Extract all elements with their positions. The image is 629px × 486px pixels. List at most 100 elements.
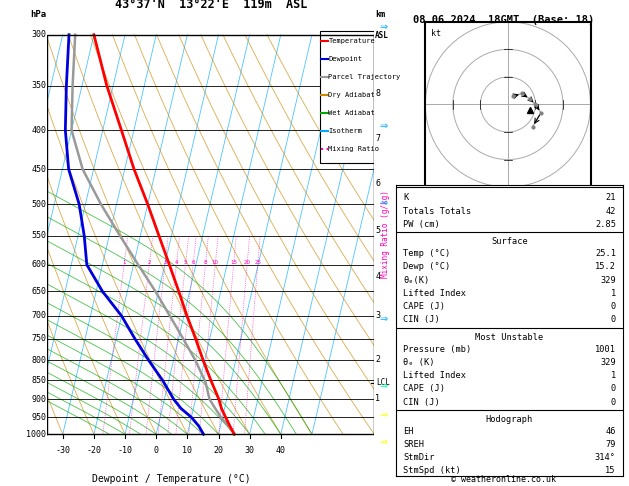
Text: LCL: LCL: [376, 378, 390, 387]
Text: 329: 329: [600, 276, 616, 285]
Text: Dry Adiabat: Dry Adiabat: [328, 92, 376, 98]
Text: 8: 8: [204, 260, 207, 265]
Text: 500: 500: [31, 200, 47, 209]
Text: ⇒: ⇒: [380, 437, 387, 447]
Text: -10: -10: [118, 446, 133, 455]
Text: ⇒: ⇒: [380, 22, 387, 32]
Text: Temp (°C): Temp (°C): [403, 249, 450, 258]
Text: 1: 1: [611, 289, 616, 298]
Text: Temperature: Temperature: [328, 38, 376, 44]
Text: 0: 0: [153, 446, 159, 455]
Text: Lifted Index: Lifted Index: [403, 289, 466, 298]
Text: 4: 4: [375, 272, 380, 280]
Text: 0: 0: [611, 384, 616, 393]
Text: CIN (J): CIN (J): [403, 315, 440, 324]
Text: 300: 300: [31, 30, 47, 39]
Text: -20: -20: [86, 446, 101, 455]
Text: StmDir: StmDir: [403, 453, 435, 462]
Text: 5: 5: [184, 260, 187, 265]
Text: 10: 10: [182, 446, 192, 455]
Text: Most Unstable: Most Unstable: [476, 332, 543, 342]
Text: © weatheronline.co.uk: © weatheronline.co.uk: [451, 474, 555, 484]
Text: 1: 1: [611, 371, 616, 380]
Text: Hodograph: Hodograph: [486, 415, 533, 424]
Text: 850: 850: [31, 376, 47, 385]
Text: Dewpoint: Dewpoint: [328, 56, 362, 62]
Text: θₑ(K): θₑ(K): [403, 276, 430, 285]
Text: 3: 3: [163, 260, 167, 265]
Text: 1001: 1001: [595, 345, 616, 353]
Text: 21: 21: [606, 193, 616, 203]
Text: 20: 20: [243, 260, 250, 265]
Text: Mixing Ratio: Mixing Ratio: [328, 146, 379, 152]
Text: 0: 0: [611, 302, 616, 311]
Text: CIN (J): CIN (J): [403, 398, 440, 407]
Text: K: K: [403, 193, 408, 203]
Text: 0: 0: [611, 398, 616, 407]
Text: 600: 600: [31, 260, 47, 269]
Text: 950: 950: [31, 413, 47, 422]
Text: Mixing Ratio (g/kg): Mixing Ratio (g/kg): [381, 191, 389, 278]
Text: 314°: 314°: [595, 453, 616, 462]
Text: 550: 550: [31, 231, 47, 241]
Text: 900: 900: [31, 395, 47, 404]
Text: ⇒: ⇒: [380, 314, 387, 324]
Text: ⇒: ⇒: [380, 381, 387, 391]
Text: Dewpoint / Temperature (°C): Dewpoint / Temperature (°C): [92, 474, 251, 484]
Text: 1: 1: [122, 260, 126, 265]
Text: Lifted Index: Lifted Index: [403, 371, 466, 380]
Text: 2.85: 2.85: [595, 220, 616, 229]
Text: 650: 650: [31, 287, 47, 296]
Text: 43°37'N  13°22'E  119m  ASL: 43°37'N 13°22'E 119m ASL: [114, 0, 307, 11]
Text: -30: -30: [55, 446, 70, 455]
Text: 79: 79: [606, 440, 616, 449]
Text: 0: 0: [611, 315, 616, 324]
Text: 25.1: 25.1: [595, 249, 616, 258]
Text: EH: EH: [403, 427, 413, 436]
Text: SREH: SREH: [403, 440, 424, 449]
Text: PW (cm): PW (cm): [403, 220, 440, 229]
Text: 46: 46: [606, 427, 616, 436]
Text: 1: 1: [375, 394, 380, 403]
Text: 700: 700: [31, 312, 47, 320]
Text: ASL: ASL: [375, 31, 389, 40]
Text: 20: 20: [213, 446, 223, 455]
Text: 750: 750: [31, 334, 47, 343]
Text: 08.06.2024  18GMT  (Base: 18): 08.06.2024 18GMT (Base: 18): [413, 15, 594, 25]
Text: ⇒: ⇒: [380, 410, 387, 420]
Text: kt: kt: [431, 29, 441, 37]
Text: 2: 2: [375, 355, 380, 364]
Text: CAPE (J): CAPE (J): [403, 384, 445, 393]
Text: 4: 4: [175, 260, 178, 265]
Text: 400: 400: [31, 126, 47, 135]
Text: 800: 800: [31, 356, 47, 364]
Text: 8: 8: [375, 89, 380, 98]
Text: θₑ (K): θₑ (K): [403, 358, 435, 367]
Text: Totals Totals: Totals Totals: [403, 207, 471, 216]
Text: 40: 40: [276, 446, 286, 455]
Text: 42: 42: [606, 207, 616, 216]
Text: 5: 5: [375, 226, 380, 235]
Text: hPa: hPa: [30, 10, 47, 19]
Text: km: km: [375, 10, 385, 19]
Text: 6: 6: [375, 179, 380, 188]
Text: 10: 10: [212, 260, 219, 265]
Text: CAPE (J): CAPE (J): [403, 302, 445, 311]
FancyBboxPatch shape: [320, 31, 374, 163]
Text: 25: 25: [254, 260, 261, 265]
Text: StmSpd (kt): StmSpd (kt): [403, 467, 461, 475]
Text: 450: 450: [31, 165, 47, 174]
Text: 329: 329: [600, 358, 616, 367]
Text: Pressure (mb): Pressure (mb): [403, 345, 471, 353]
Text: Parcel Trajectory: Parcel Trajectory: [328, 74, 401, 80]
Text: 15: 15: [230, 260, 237, 265]
Text: 1000: 1000: [26, 430, 47, 439]
Text: 7: 7: [375, 134, 380, 143]
Text: Wet Adiabat: Wet Adiabat: [328, 110, 376, 116]
Text: 3: 3: [375, 312, 380, 320]
Text: 2: 2: [148, 260, 151, 265]
Text: 350: 350: [31, 81, 47, 90]
Text: Isotherm: Isotherm: [328, 128, 362, 134]
Text: ⇒: ⇒: [380, 121, 387, 131]
Text: ⇒: ⇒: [380, 198, 387, 208]
